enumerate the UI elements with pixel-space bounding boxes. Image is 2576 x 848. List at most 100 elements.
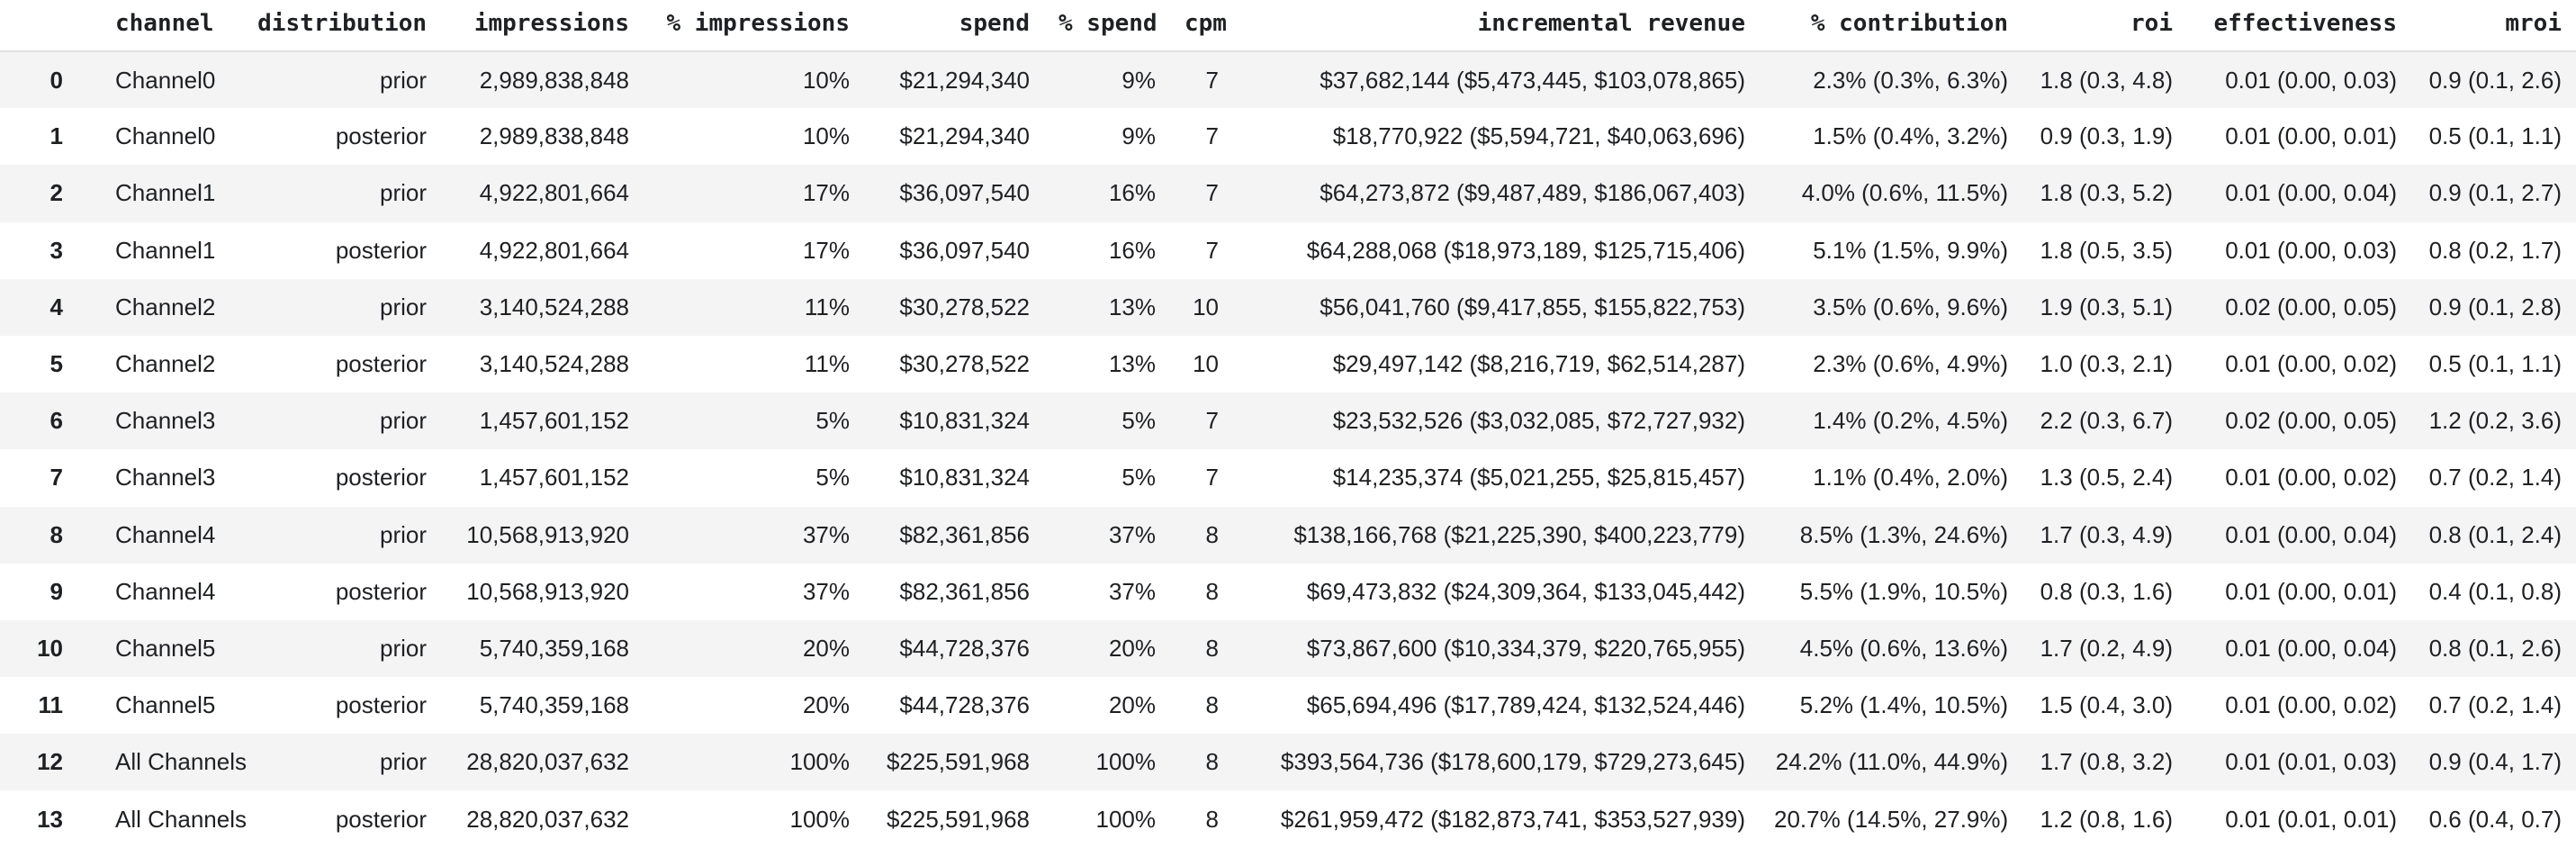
cell-channel: Channel4 — [115, 577, 216, 605]
cell-roi: 1.7 (0.3, 4.9) — [2040, 520, 2173, 548]
cell-impressions: 2,989,838,848 — [479, 122, 629, 150]
cell-roi: 1.3 (0.5, 2.4) — [2040, 464, 2173, 492]
column-header-effectiveness: effectiveness — [2187, 0, 2411, 52]
cell-effectiveness: 0.02 (0.00, 0.05) — [2225, 293, 2397, 320]
cell-spend: $44,728,376 — [899, 634, 1030, 662]
cell-cpm: 7 — [1205, 66, 1219, 94]
cell-pct-contribution: 3.5% (0.6%, 9.6%) — [1813, 293, 2008, 320]
cell-cpm: 8 — [1205, 805, 1219, 833]
cell-cpm: 8 — [1205, 691, 1219, 719]
cell-channel: Channel4 — [115, 520, 216, 548]
cell-mroi: 0.9 (0.1, 2.8) — [2428, 293, 2562, 320]
row-index: 0 — [50, 66, 63, 94]
cell-pct-spend: 9% — [1121, 122, 1156, 150]
cell-spend: $36,097,540 — [899, 179, 1030, 207]
cell-cpm: 7 — [1205, 122, 1219, 150]
cell-spend: $36,097,540 — [899, 236, 1030, 264]
cell-channel: Channel0 — [115, 66, 216, 94]
cell-pct-impressions: 37% — [802, 577, 850, 605]
row-index: 3 — [50, 236, 63, 264]
cell-impressions: 3,140,524,288 — [479, 293, 629, 320]
cell-incremental-revenue: $37,682,144 ($5,473,445, $103,078,865) — [1320, 66, 1745, 94]
cell-pct-impressions: 20% — [802, 691, 850, 719]
table-row: 13 All Channels posterior 28,820,037,632 100… — [0, 790, 2576, 848]
row-index: 9 — [50, 577, 63, 605]
cell-cpm: 8 — [1205, 577, 1219, 605]
cell-distribution: prior — [379, 293, 427, 320]
cell-cpm: 7 — [1205, 464, 1219, 492]
cell-effectiveness: 0.01 (0.00, 0.01) — [2225, 122, 2397, 150]
cell-impressions: 1,457,601,152 — [479, 407, 629, 435]
cell-mroi: 0.9 (0.4, 1.7) — [2428, 748, 2562, 776]
cell-effectiveness: 0.01 (0.00, 0.04) — [2225, 179, 2397, 207]
cell-roi: 1.8 (0.3, 4.8) — [2040, 66, 2173, 94]
cell-incremental-revenue: $64,273,872 ($9,487,489, $186,067,403) — [1320, 179, 1745, 207]
cell-effectiveness: 0.01 (0.00, 0.04) — [2225, 634, 2397, 662]
table-row: 6 Channel3 prior 1,457,601,152 5% $10,831,324… — [0, 392, 2576, 450]
cell-distribution: posterior — [335, 350, 427, 378]
cell-pct-impressions: 5% — [815, 407, 850, 435]
cell-pct-contribution: 24.2% (11.0%, 44.9%) — [1775, 748, 2008, 776]
cell-pct-contribution: 5.5% (1.9%, 10.5%) — [1799, 577, 2008, 605]
cell-distribution: prior — [379, 634, 427, 662]
cell-distribution: prior — [379, 66, 427, 94]
cell-channel: Channel5 — [115, 634, 216, 662]
cell-roi: 1.8 (0.3, 5.2) — [2040, 179, 2173, 207]
cell-effectiveness: 0.02 (0.00, 0.05) — [2225, 407, 2397, 435]
table-row: 5 Channel2 posterior 3,140,524,288 11% $30,27… — [0, 335, 2576, 393]
cell-pct-impressions: 100% — [789, 748, 851, 776]
cell-pct-contribution: 1.1% (0.4%, 2.0%) — [1813, 464, 2008, 492]
table-header: channel distribution impressions% impressi… — [0, 0, 2576, 52]
cell-pct-contribution: 1.4% (0.2%, 4.5%) — [1813, 407, 2008, 435]
cell-roi: 0.9 (0.3, 1.9) — [2040, 122, 2173, 150]
cell-spend: $21,294,340 — [899, 66, 1030, 94]
cell-spend: $82,361,856 — [899, 520, 1030, 548]
row-index: 2 — [50, 179, 63, 207]
cell-mroi: 0.5 (0.1, 1.1) — [2428, 122, 2562, 150]
cell-cpm: 8 — [1205, 634, 1219, 662]
cell-cpm: 10 — [1193, 350, 1219, 378]
cell-mroi: 0.9 (0.1, 2.7) — [2428, 179, 2562, 207]
cell-impressions: 4,922,801,664 — [479, 179, 629, 207]
cell-pct-spend: 16% — [1108, 236, 1156, 264]
cell-roi: 1.9 (0.3, 5.1) — [2040, 293, 2173, 320]
cell-spend: $30,278,522 — [899, 350, 1030, 378]
cell-distribution: prior — [379, 407, 427, 435]
cell-distribution: posterior — [335, 691, 427, 719]
cell-pct-impressions: 100% — [789, 805, 851, 833]
table-body: 0 Channel0 prior 2,989,838,848 10% $21,294,34… — [0, 51, 2576, 848]
cell-distribution: posterior — [335, 236, 427, 264]
cell-impressions: 2,989,838,848 — [479, 66, 629, 94]
row-index: 7 — [50, 464, 63, 492]
cell-pct-spend: 13% — [1108, 350, 1156, 378]
cell-cpm: 8 — [1205, 520, 1219, 548]
cell-mroi: 0.7 (0.2, 1.4) — [2428, 464, 2562, 492]
cell-channel: Channel1 — [115, 236, 216, 264]
cell-pct-spend: 100% — [1095, 805, 1157, 833]
cell-spend: $21,294,340 — [899, 122, 1030, 150]
cell-spend: $10,831,324 — [899, 464, 1030, 492]
column-header-cpm: cpm — [1170, 0, 1233, 52]
cell-impressions: 1,457,601,152 — [479, 464, 629, 492]
table-row: 3 Channel1 posterior 4,922,801,664 17% $36,09… — [0, 221, 2576, 279]
cell-channel: Channel1 — [115, 179, 216, 207]
cell-channel: Channel3 — [115, 464, 216, 492]
cell-channel: Channel3 — [115, 407, 216, 435]
cell-impressions: 28,820,037,632 — [466, 805, 629, 833]
cell-pct-contribution: 4.5% (0.6%, 13.6%) — [1799, 634, 2008, 662]
cell-spend: $82,361,856 — [899, 577, 1030, 605]
cell-pct-impressions: 10% — [802, 122, 850, 150]
cell-pct-impressions: 37% — [802, 520, 850, 548]
cell-effectiveness: 0.01 (0.00, 0.03) — [2225, 236, 2397, 264]
index-header — [0, 0, 90, 52]
cell-incremental-revenue: $261,959,472 ($182,873,741, $353,527,939… — [1280, 805, 1745, 833]
cell-impressions: 5,740,359,168 — [479, 634, 629, 662]
row-index: 4 — [50, 293, 63, 320]
column-header-distribution: distribution — [234, 0, 441, 52]
cell-effectiveness: 0.01 (0.01, 0.03) — [2225, 748, 2397, 776]
cell-pct-contribution: 20.7% (14.5%, 27.9%) — [1774, 805, 2009, 833]
cell-pct-impressions: 17% — [802, 236, 850, 264]
cell-effectiveness: 0.01 (0.00, 0.02) — [2225, 464, 2397, 492]
cell-incremental-revenue: $65,694,496 ($17,789,424, $132,524,446) — [1306, 691, 1745, 719]
cell-pct-contribution: 2.3% (0.3%, 6.3%) — [1813, 66, 2008, 94]
